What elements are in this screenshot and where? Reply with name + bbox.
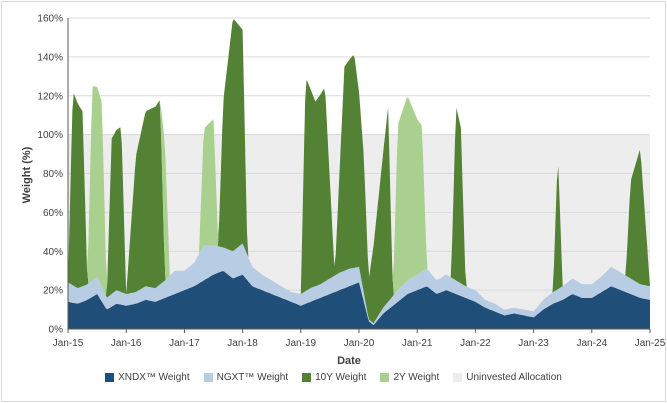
series-area-3 [68,19,650,312]
x-tick-label: Jan-18 [227,338,258,349]
series-layer [68,19,650,329]
legend-item-xndx: XNDX™ Weight [105,372,190,383]
legend-label-uninvested: Uninvested Allocation [466,372,562,383]
axes: 0% 20% 40% 60% 80% 100% 120% 140% 160% Jan-15 Jan-… [37,14,665,350]
x-tick-label: Jan-19 [286,338,317,349]
series-area-1 [68,243,650,326]
x-axis-title: Date [337,355,361,367]
y-tick-label: 140% [37,52,63,63]
x-tick-label: Jan-22 [460,338,491,349]
x-tick-label: Jan-16 [111,338,142,349]
legend-item-uninvested: Uninvested Allocation [453,372,562,383]
legend-swatch-10y [302,373,312,382]
legend-swatch-ngxt [203,373,213,382]
x-tick-label: Jan-24 [577,338,608,349]
x-tick-label: Jan-23 [518,338,549,349]
legend-swatch-2y [380,373,390,382]
legend-item-ngxt: NGXT™ Weight [203,372,289,383]
x-tick-label: Jan-20 [344,338,375,349]
legend-label-xndx: XNDX™ Weight [118,372,190,383]
x-tick-label: Jan-21 [402,338,433,349]
legend-swatch-xndx [105,373,115,382]
series-area-2 [68,19,650,324]
y-tick-label: 160% [37,14,63,25]
legend-label-2y: 2Y Weight [393,372,440,383]
y-axis-title: Weight (%) [21,146,33,203]
y-tick-label: 20% [43,286,63,297]
y-tick-label: 100% [37,130,63,141]
x-tick-label: Jan-25 [635,338,666,349]
y-tick-label: 120% [37,91,63,102]
legend: XNDX™ Weight NGXT™ Weight 10Y Weight 2Y … [0,372,667,383]
series-area-0 [68,271,650,329]
legend-label-10y: 10Y Weight [315,372,367,383]
y-tick-label: 60% [43,208,63,219]
x-tick-label: Jan-17 [169,338,200,349]
legend-item-2y: 2Y Weight [380,372,439,383]
legend-item-10y: 10Y Weight [302,372,366,383]
legend-label-ngxt: NGXT™ Weight [216,372,289,383]
y-tick-label: 80% [43,169,63,180]
x-tick-label: Jan-15 [53,338,84,349]
y-tick-label: 0% [49,325,64,336]
legend-swatch-uninvested [453,373,463,382]
y-tick-label: 40% [43,247,63,258]
